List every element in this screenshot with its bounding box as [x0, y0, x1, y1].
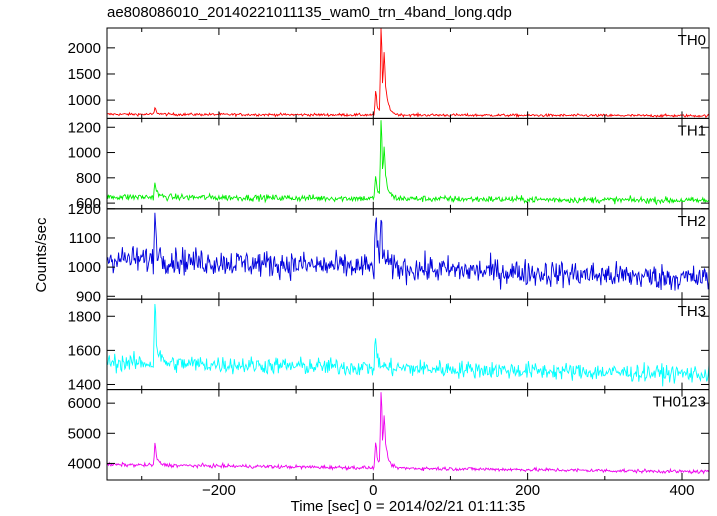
x-tick-label: 200	[515, 482, 540, 499]
panel-label: TH2	[678, 213, 706, 230]
x-tick-label: −200	[202, 482, 236, 499]
y-axis-label: Counts/sec	[33, 217, 50, 293]
panel-label: TH3	[678, 303, 706, 320]
y-tick-label: 600	[76, 195, 101, 212]
series-th3	[107, 303, 709, 387]
panel-th2: 900 1000 1100 1200 TH2	[68, 201, 710, 305]
y-tick-label: 900	[76, 288, 101, 305]
panel-th0123: 4000 5000 6000 TH0123	[68, 389, 710, 481]
panel-frame	[106, 208, 710, 300]
y-tick-label: 1200	[68, 119, 101, 136]
panel-frame	[106, 27, 710, 119]
y-tick-label: 1400	[68, 376, 101, 393]
chart-title: ae808086010_20140221011135_wam0_trn_4ban…	[107, 4, 512, 21]
panel-label: TH0123	[653, 394, 706, 411]
y-tick-label: 5000	[68, 425, 101, 442]
y-tick-label: 1200	[68, 201, 101, 218]
panel-frame	[106, 117, 710, 210]
panel-th0: 1000 1500 2000 TH0	[68, 27, 710, 119]
panel-frame	[106, 389, 710, 481]
x-tick-label: 0	[369, 482, 377, 499]
y-tick-label: 1000	[68, 145, 101, 162]
y-tick-label: 1600	[68, 342, 101, 359]
x-tick-label: 400	[669, 482, 694, 499]
panel-label: TH0	[678, 32, 706, 49]
y-tick-label: 2000	[68, 40, 101, 57]
series-th0123	[107, 392, 709, 475]
y-tick-label: 1000	[68, 259, 101, 276]
y-tick-label: 4000	[68, 455, 101, 472]
series-th1	[107, 120, 709, 206]
panel-th3: 1400 1600 1800 TH3	[68, 298, 710, 393]
y-tick-label: 800	[76, 170, 101, 187]
x-axis-label: Time [sec] 0 = 2014/02/21 01:11:35	[291, 498, 526, 515]
y-tick-label: 1500	[68, 66, 101, 83]
x-axis-labels: −200 0 200 400	[202, 482, 694, 499]
y-tick-label: 1100	[69, 230, 101, 247]
y-tick-label: 6000	[68, 395, 101, 412]
y-tick-label: 1000	[68, 92, 101, 109]
y-tick-label: 1800	[68, 308, 101, 325]
series-th2	[107, 212, 709, 291]
panel-label: TH1	[678, 122, 706, 139]
panel-frame	[106, 298, 710, 391]
panel-th1: 600 800 1000 1200 TH1	[68, 117, 710, 212]
series-th0	[107, 28, 709, 119]
